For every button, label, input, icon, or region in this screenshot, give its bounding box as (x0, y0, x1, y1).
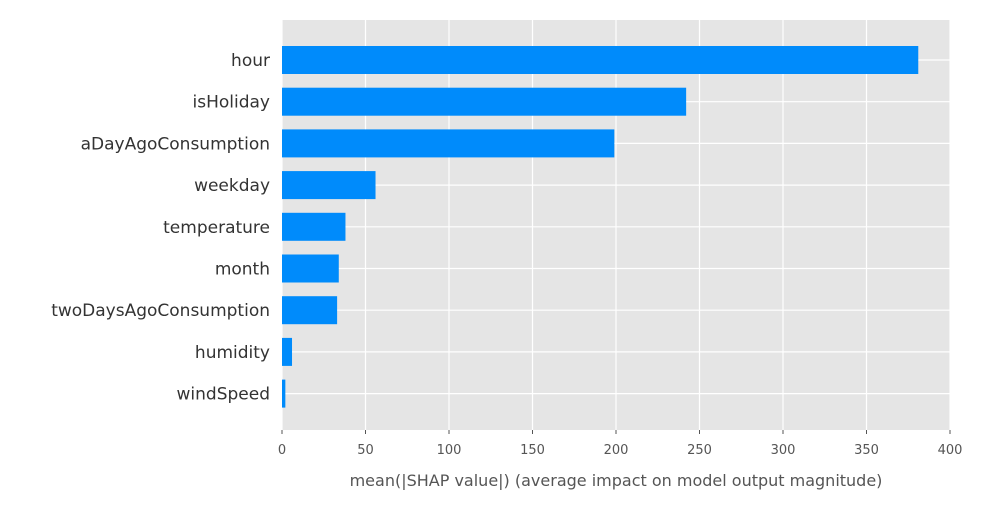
bars (282, 46, 919, 408)
bar-month (282, 254, 339, 283)
x-tick-label: 250 (687, 443, 712, 458)
category-label-aDayAgoConsumption: aDayAgoConsumption (81, 134, 270, 154)
bar-windSpeed (282, 379, 286, 408)
x-axis-ticks: 0 50 100 150 200 250 300 350 400 (278, 430, 963, 458)
category-label-windSpeed: windSpeed (177, 385, 270, 405)
bar-isHoliday (282, 87, 687, 116)
category-label-twoDaysAgoConsumption: twoDaysAgoConsumption (51, 301, 270, 321)
category-labels: hour isHoliday aDayAgoConsumption weekday te… (51, 51, 270, 405)
category-label-weekday: weekday (194, 176, 270, 196)
category-label-isHoliday: isHoliday (193, 93, 270, 113)
x-tick-label: 350 (854, 443, 879, 458)
x-tick-label: 150 (520, 443, 545, 458)
category-label-humidity: humidity (195, 343, 270, 363)
category-label-temperature: temperature (163, 218, 270, 238)
x-tick-label: 200 (604, 443, 629, 458)
x-axis-label: mean(|SHAP value|) (average impact on mo… (350, 471, 883, 490)
x-tick-label: 400 (938, 443, 963, 458)
bar-temperature (282, 212, 346, 241)
x-tick-label: 0 (278, 443, 286, 458)
category-label-month: month (215, 260, 270, 280)
x-tick-label: 50 (357, 443, 374, 458)
bar-twoDaysAgoConsumption (282, 296, 338, 325)
x-tick-label: 300 (771, 443, 796, 458)
category-label-hour: hour (231, 51, 270, 71)
x-tick-label: 100 (437, 443, 462, 458)
bar-aDayAgoConsumption (282, 129, 615, 158)
bar-hour (282, 46, 919, 74)
bar-humidity (282, 337, 293, 366)
bar-weekday (282, 171, 376, 200)
